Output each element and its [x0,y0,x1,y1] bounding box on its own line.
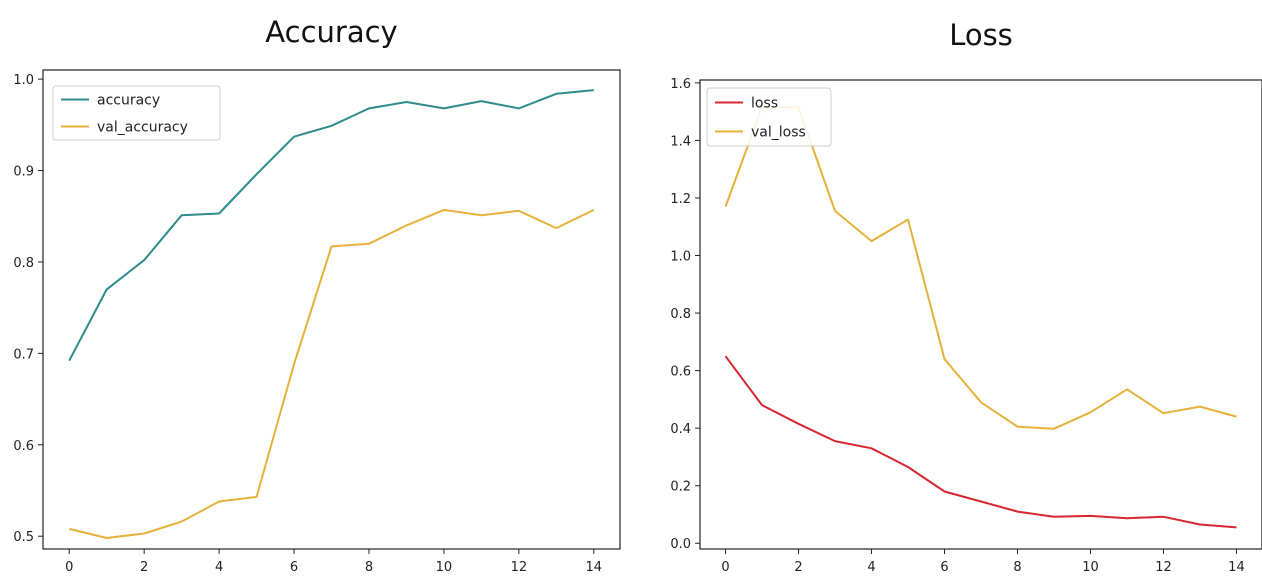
y-tick-label: 0.8 [13,256,34,271]
y-tick-label: 0.8 [670,307,691,322]
legend-box [52,85,221,141]
y-tick-label: 1.0 [13,73,34,88]
legend-label-loss: loss [751,96,778,112]
x-tick-label: 0 [65,560,73,575]
x-tick-label: 12 [1155,560,1172,575]
legend-accuracy: accuracy val_accuracy [52,85,221,141]
y-tick-label: 0.9 [13,165,34,180]
x-tick-label: 2 [140,560,148,575]
chart-loss: Loss 0 2 4 6 8 10 12 14 0.0 0.2 0.4 0.6 0.8 1.0 1.2 1.4 1… [670,18,1262,575]
x-tick-label: 10 [1082,560,1099,575]
y-tick-label: 0.2 [670,480,691,495]
x-tick-label: 6 [940,560,948,575]
series-line-val-accuracy [68,208,595,539]
y-tick-label: 1.2 [670,192,691,207]
y-tick-label: 0.6 [13,439,34,454]
x-tick-label: 8 [1013,560,1021,575]
y-tick-label: 0.7 [13,347,34,362]
x-tick-label: 0 [721,560,729,575]
x-tick-label: 10 [436,560,453,575]
y-tick-label: 0.5 [13,530,34,545]
x-tick-label: 12 [511,560,528,575]
y-tick-label: 1.0 [670,250,691,265]
chart-accuracy: Accuracy 0 2 4 6 8 10 12 14 0.5 0.6 0.7 0.8 0.9 1.0 acc… [13,15,621,575]
x-tick-label: 14 [1228,560,1245,575]
x-tick-label: 8 [365,560,373,575]
x-tick-label: 4 [215,560,223,575]
y-tick-label: 1.4 [670,134,691,149]
series-line-accuracy [68,89,594,362]
series-line-val-loss [724,106,1237,430]
chart-title-accuracy: Accuracy [265,15,397,49]
legend-label-val-loss: val_loss [751,125,806,141]
y-tick-label: 0.4 [670,422,691,437]
y-tick-label: 0.6 [670,365,691,380]
y-tick-label: 0.0 [670,537,691,552]
plot-frame-accuracy [42,69,621,550]
x-tick-label: 4 [867,560,875,575]
legend-label-accuracy: accuracy [97,93,160,109]
x-tick-label: 2 [794,560,802,575]
series-line-loss [724,355,1237,529]
y-tick-label: 1.6 [670,77,691,92]
plot-frame-loss [699,79,1262,550]
legend-label-val-accuracy: val_accuracy [97,120,188,136]
chart-title-loss: Loss [949,18,1013,52]
x-tick-label: 6 [290,560,298,575]
legend-loss: loss val_loss [706,87,832,147]
x-tick-label: 14 [585,560,602,575]
